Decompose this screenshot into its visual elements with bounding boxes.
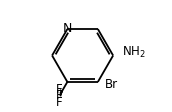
Text: F: F (56, 82, 62, 95)
Text: Br: Br (105, 77, 118, 90)
Text: F: F (56, 88, 62, 101)
Text: F: F (56, 95, 62, 108)
Text: NH$_2$: NH$_2$ (122, 44, 145, 59)
Text: N: N (63, 22, 72, 35)
